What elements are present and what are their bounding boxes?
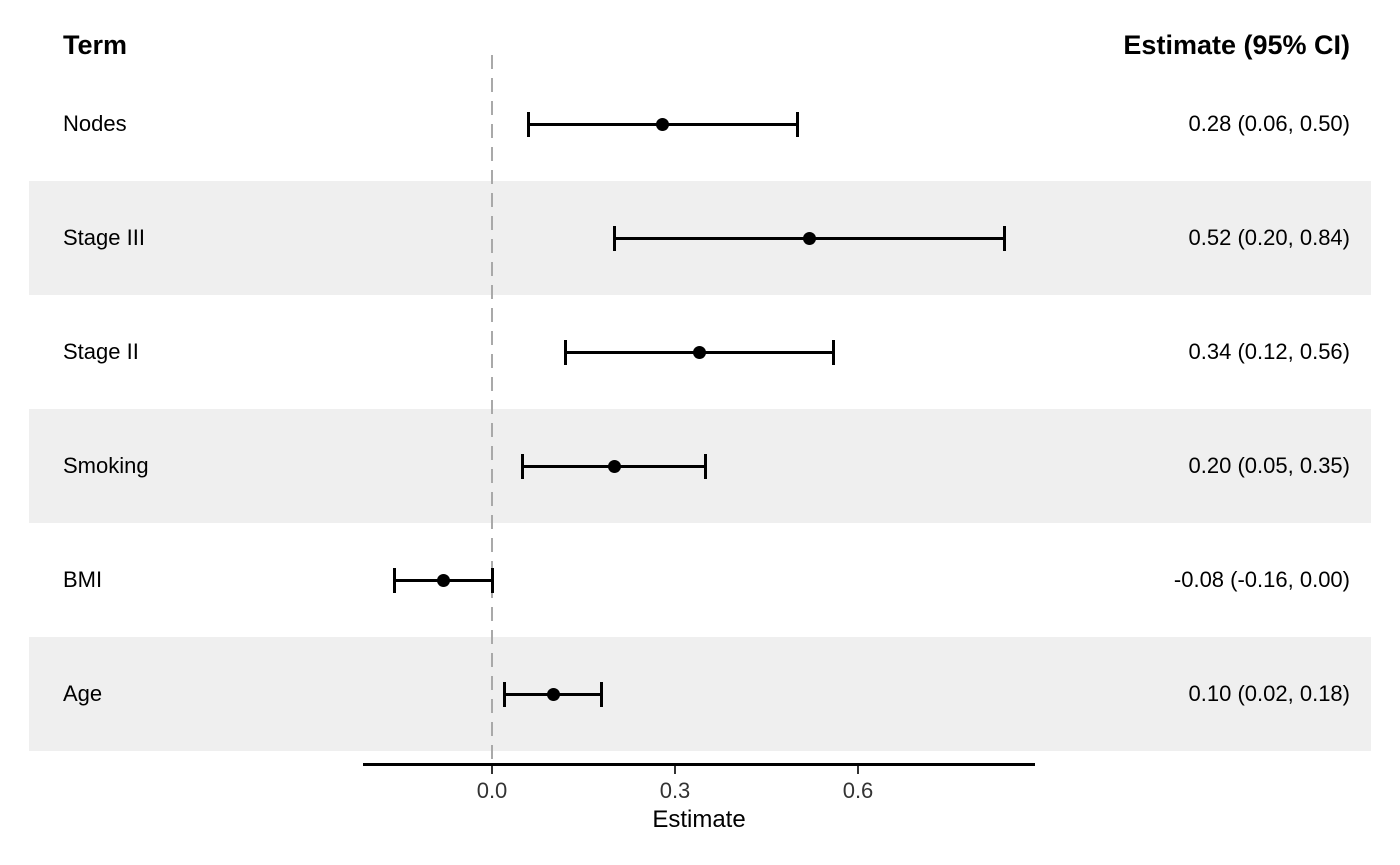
x-axis-tick-label: 0.0 (476, 778, 508, 803)
estimate-ci-value: 0.28 (0.06, 0.50) (1188, 111, 1350, 136)
estimate-ci-value: -0.08 (-0.16, 0.00) (1173, 567, 1350, 592)
estimate-ci-value: 0.34 (0.12, 0.56) (1188, 339, 1350, 364)
ci-cap-left (521, 453, 524, 479)
term-label: Nodes (63, 111, 127, 136)
ci-cap-right (600, 681, 604, 707)
term-label: Stage III (63, 225, 145, 250)
point-estimate-dot (692, 345, 706, 359)
column-header-term: Term (63, 30, 128, 60)
column-header-estimate: Estimate (95% CI) (1123, 30, 1350, 60)
term-label: Age (63, 681, 103, 706)
point-estimate-dot (546, 687, 560, 701)
x-axis-tick (857, 766, 859, 774)
estimate-ci-value: 0.20 (0.05, 0.35) (1188, 453, 1350, 478)
x-axis-tick (491, 766, 493, 774)
point-estimate-dot (656, 117, 670, 131)
term-label: Stage II (63, 339, 139, 364)
x-axis-title: Estimate (652, 806, 746, 833)
zero-reference-line (491, 55, 493, 763)
estimate-ci-value: 0.10 (0.02, 0.18) (1188, 681, 1350, 706)
ci-cap-right (795, 111, 799, 137)
x-axis-tick (674, 766, 676, 774)
row-band (29, 637, 1371, 751)
point-estimate-dot (607, 459, 621, 473)
ci-cap-left (563, 339, 567, 365)
ci-cap-right (704, 453, 707, 479)
estimate-ci-value: 0.52 (0.20, 0.84) (1188, 225, 1350, 250)
ci-cap-right (1002, 225, 1006, 251)
term-label: Smoking (63, 453, 149, 478)
ci-cap-left (392, 567, 396, 593)
x-axis-line (363, 763, 1035, 766)
x-axis-tick-label: 0.6 (842, 778, 874, 803)
ci-cap-left (502, 681, 506, 707)
ci-cap-left (612, 225, 616, 251)
x-axis-tick-label: 0.3 (659, 778, 691, 803)
point-estimate-dot (436, 573, 450, 587)
ci-cap-right (832, 339, 836, 365)
ci-cap-right (490, 567, 494, 593)
ci-cap-left (527, 111, 531, 137)
term-label: BMI (63, 567, 103, 592)
point-estimate-dot (802, 231, 816, 245)
